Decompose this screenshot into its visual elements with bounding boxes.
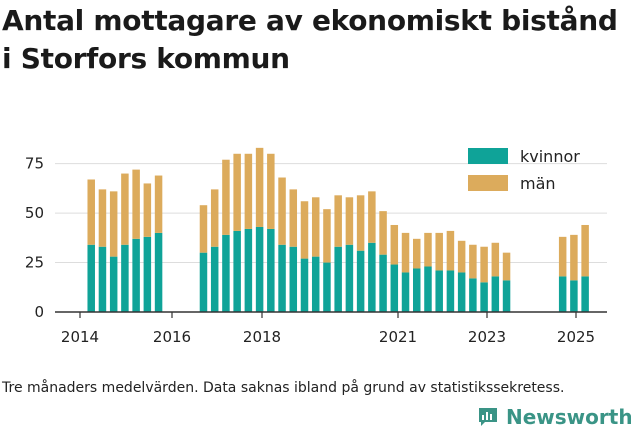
bar-man <box>502 252 511 281</box>
bar-kvinnor <box>222 234 230 312</box>
bar-man <box>244 153 253 229</box>
bar-kvinnor <box>581 276 589 312</box>
bar-kvinnor <box>368 242 376 312</box>
bar-kvinnor <box>446 270 455 312</box>
bar-man <box>581 224 589 277</box>
bar-kvinnor <box>502 280 511 312</box>
brand-name: Newsworthy <box>506 405 631 429</box>
bar-man <box>267 153 275 229</box>
bar-man <box>558 236 567 277</box>
bar-kvinnor <box>323 262 331 312</box>
bar-kvinnor <box>413 268 421 312</box>
bar-kvinnor <box>345 244 354 312</box>
bar-man <box>469 244 477 279</box>
bar-man <box>323 209 331 263</box>
bar-man <box>401 232 410 273</box>
bar-kvinnor <box>558 276 567 312</box>
legend: kvinnor män <box>468 147 580 193</box>
bar-kvinnor <box>356 250 365 312</box>
bar-kvinnor <box>278 244 286 312</box>
bar-kvinnor <box>401 272 410 312</box>
x-tick-label: 2014 <box>61 328 99 346</box>
bar-kvinnor <box>289 246 298 312</box>
bar-kvinnor <box>424 266 432 312</box>
bar-man <box>278 177 286 245</box>
bar-man <box>491 242 500 277</box>
x-tick-label: 2021 <box>379 328 417 346</box>
y-tick-label: 75 <box>25 155 44 173</box>
y-tick-label: 50 <box>25 204 44 222</box>
legend-swatch-kvinnor <box>468 148 508 164</box>
bar-kvinnor <box>457 272 466 312</box>
bar-kvinnor <box>390 264 399 312</box>
legend-label-man: män <box>520 174 556 193</box>
x-tick-label: 2025 <box>557 328 595 346</box>
bar-man <box>300 201 309 259</box>
bar-layer <box>87 147 589 312</box>
bar-man <box>98 189 107 247</box>
bar-kvinnor <box>143 236 152 312</box>
page-title: Antal mottagare av ekonomiskt bistånd i … <box>2 4 618 75</box>
bar-man <box>435 232 443 271</box>
bar-man <box>424 232 432 267</box>
bar-man <box>121 173 129 245</box>
axis-layer: 0 25 50 75 2014 2016 2018 2021 2023 2025 <box>25 155 607 346</box>
bar-kvinnor <box>132 238 140 312</box>
bar-man <box>368 191 376 243</box>
y-tick-label: 25 <box>25 254 44 272</box>
bar-kvinnor <box>491 276 500 312</box>
bar-man <box>132 169 140 239</box>
bar-man <box>570 234 578 281</box>
bar-man <box>233 153 241 231</box>
legend-label-kvinnor: kvinnor <box>520 147 580 166</box>
footnote: Tre månaders medelvärden. Data saknas ib… <box>2 380 565 396</box>
bar-kvinnor <box>233 230 241 312</box>
bar-man <box>356 195 365 251</box>
bar-kvinnor <box>255 226 264 312</box>
bar-kvinnor <box>87 244 95 312</box>
bar-man <box>446 230 455 271</box>
bar-kvinnor <box>311 256 320 312</box>
bar-man <box>289 189 298 247</box>
x-tick-label: 2016 <box>153 328 191 346</box>
bar-kvinnor <box>300 258 309 312</box>
bar-man <box>109 191 118 257</box>
bar-kvinnor <box>469 278 477 312</box>
stacked-bar-chart: 0 25 50 75 2014 2016 2018 2021 2023 2025 kvinnor … <box>25 147 607 346</box>
bar-kvinnor <box>334 246 342 312</box>
bar-kvinnor <box>379 254 387 312</box>
bar-kvinnor <box>435 270 443 312</box>
legend-swatch-man <box>468 175 508 191</box>
bar-kvinnor <box>98 246 107 312</box>
bar-kvinnor <box>154 232 163 312</box>
bar-man <box>199 205 208 253</box>
bar-man <box>413 238 421 269</box>
bar-man <box>222 159 230 235</box>
bar-man <box>143 183 152 237</box>
bar-kvinnor <box>121 244 129 312</box>
bar-kvinnor <box>570 280 578 312</box>
bar-kvinnor <box>480 282 488 312</box>
bar-man <box>334 195 342 247</box>
bar-man <box>480 246 488 283</box>
bar-man <box>154 175 163 233</box>
bar-man <box>255 147 264 227</box>
brand[interactable]: Newsworthy <box>476 405 631 429</box>
bar-man <box>87 179 95 245</box>
bar-kvinnor <box>199 252 208 312</box>
bar-kvinnor <box>267 228 275 312</box>
bar-man <box>379 211 387 255</box>
y-tick-label: 0 <box>34 303 44 321</box>
bar-man <box>210 189 219 247</box>
bar-kvinnor <box>109 256 118 312</box>
x-tick-label: 2018 <box>243 328 281 346</box>
bar-man <box>390 224 399 265</box>
bar-man <box>345 197 354 245</box>
bar-kvinnor <box>210 246 219 312</box>
bar-kvinnor <box>244 228 253 312</box>
newsworthy-logo-icon <box>479 408 497 426</box>
bar-man <box>457 240 466 273</box>
bar-man <box>311 197 320 257</box>
x-tick-label: 2023 <box>468 328 506 346</box>
